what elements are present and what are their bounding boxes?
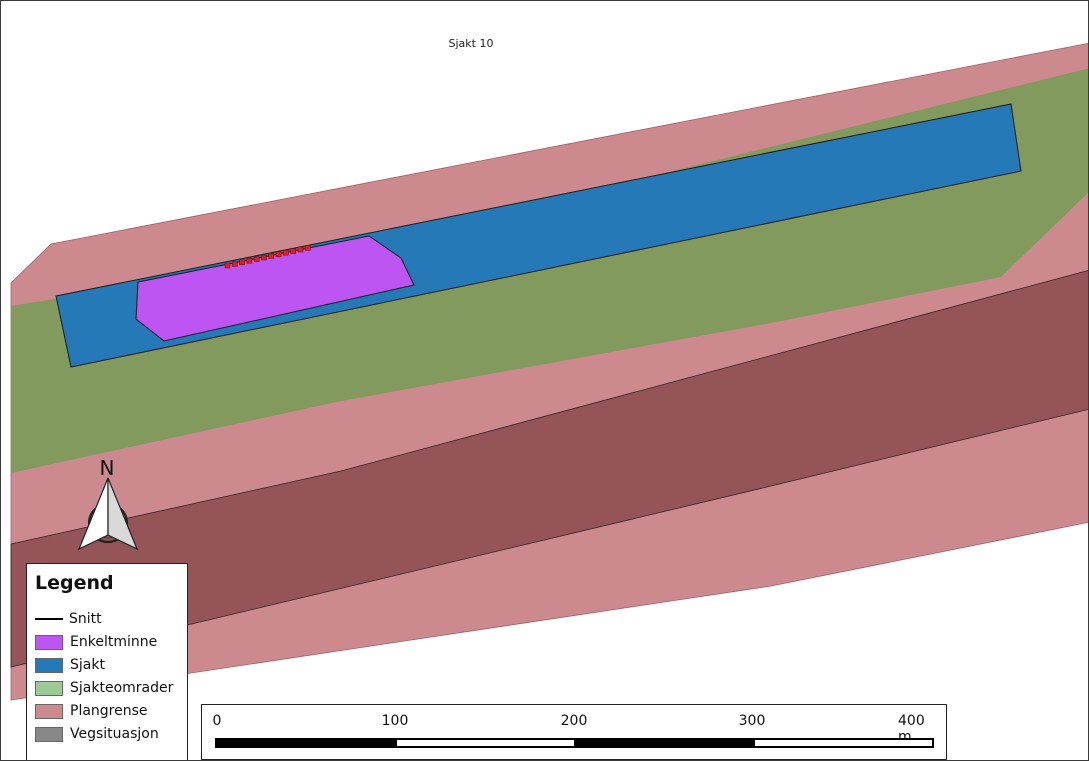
- legend-item-label: Sjakteomrader: [70, 680, 174, 696]
- legend-item-plangrense: Plangrense: [35, 701, 148, 721]
- legend-title: Legend: [35, 572, 114, 594]
- north-arrow-icon: N: [71, 456, 149, 560]
- sjakt-swatch: [35, 657, 63, 673]
- scale-segment-black-2: [574, 738, 755, 748]
- point-marker: [290, 248, 296, 254]
- scale-bar: 0 100 200 300 400 m: [201, 704, 947, 760]
- legend-item-sjakt: Sjakt: [35, 655, 105, 675]
- vegsituasjon-area: [10, 270, 1088, 668]
- legend-item-enkeltminne: Enkeltminne: [35, 632, 157, 652]
- legend-item-label: Snitt: [69, 611, 102, 627]
- legend-item-label: Vegsituasjon: [70, 726, 159, 742]
- plangrense-swatch: [35, 703, 63, 719]
- legend-item-label: Plangrense: [70, 703, 148, 719]
- enkeltminne-area: [135, 235, 415, 342]
- scale-segment-black-1: [215, 738, 397, 748]
- point-marker: [297, 246, 304, 253]
- scale-segment-white-2: [753, 738, 934, 748]
- point-marker: [253, 256, 260, 262]
- point-marker: [246, 257, 253, 264]
- legend-item-sjakteomrader: Sjakteomrader: [35, 678, 173, 698]
- scale-label-200: 200: [560, 713, 588, 729]
- point-marker: [232, 261, 238, 267]
- legend-item-vegsituasjon: Vegsituasjon: [35, 724, 159, 744]
- enkeltminne-swatch: [35, 634, 63, 650]
- enkeltminne-point-markers: [224, 245, 311, 269]
- scale-label-300: 300: [738, 713, 766, 729]
- scale-label-0: 0: [212, 713, 222, 729]
- snitt-line-swatch: [35, 618, 63, 620]
- point-marker: [268, 253, 275, 259]
- point-marker: [305, 245, 311, 251]
- sjakteomrader-swatch: [35, 680, 63, 696]
- point-marker: [261, 254, 267, 261]
- vegsituasjon-swatch: [35, 726, 63, 742]
- legend-item-snitt: Snitt: [35, 609, 102, 629]
- scale-label-100: 100: [381, 713, 409, 729]
- legend: Legend Snitt Enkeltminne Sjakt Sjakteomr…: [26, 563, 188, 760]
- north-label: N: [100, 456, 115, 480]
- point-marker: [224, 262, 231, 269]
- legend-item-label: Sjakt: [70, 657, 105, 673]
- legend-item-label: Enkeltminne: [70, 634, 158, 650]
- point-marker: [275, 251, 282, 258]
- scale-segment-white-1: [395, 738, 576, 748]
- point-marker: [239, 259, 245, 266]
- point-marker: [283, 249, 289, 256]
- map-title: Sjakt 10: [448, 37, 494, 50]
